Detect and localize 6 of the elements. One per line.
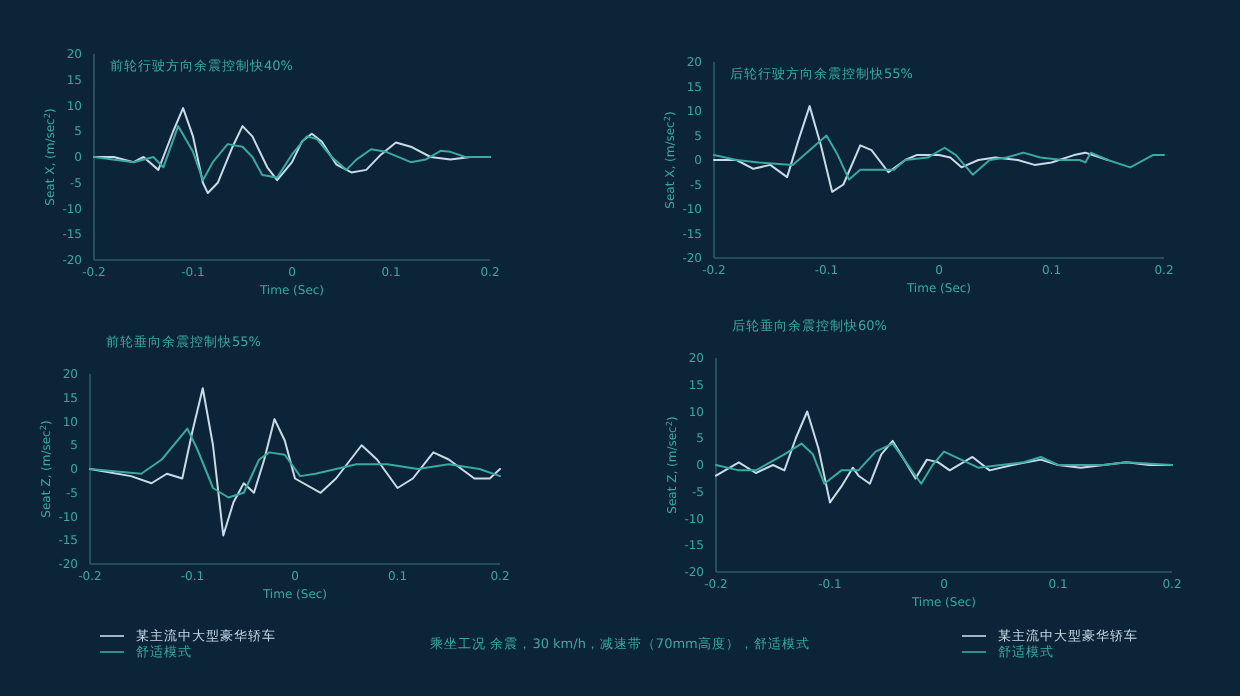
- line-series: [713, 105, 1109, 193]
- line-series: [89, 387, 501, 537]
- line-series: [715, 442, 1173, 485]
- line-series: [89, 427, 501, 499]
- line-series: [713, 134, 1165, 181]
- line-series: [93, 125, 491, 182]
